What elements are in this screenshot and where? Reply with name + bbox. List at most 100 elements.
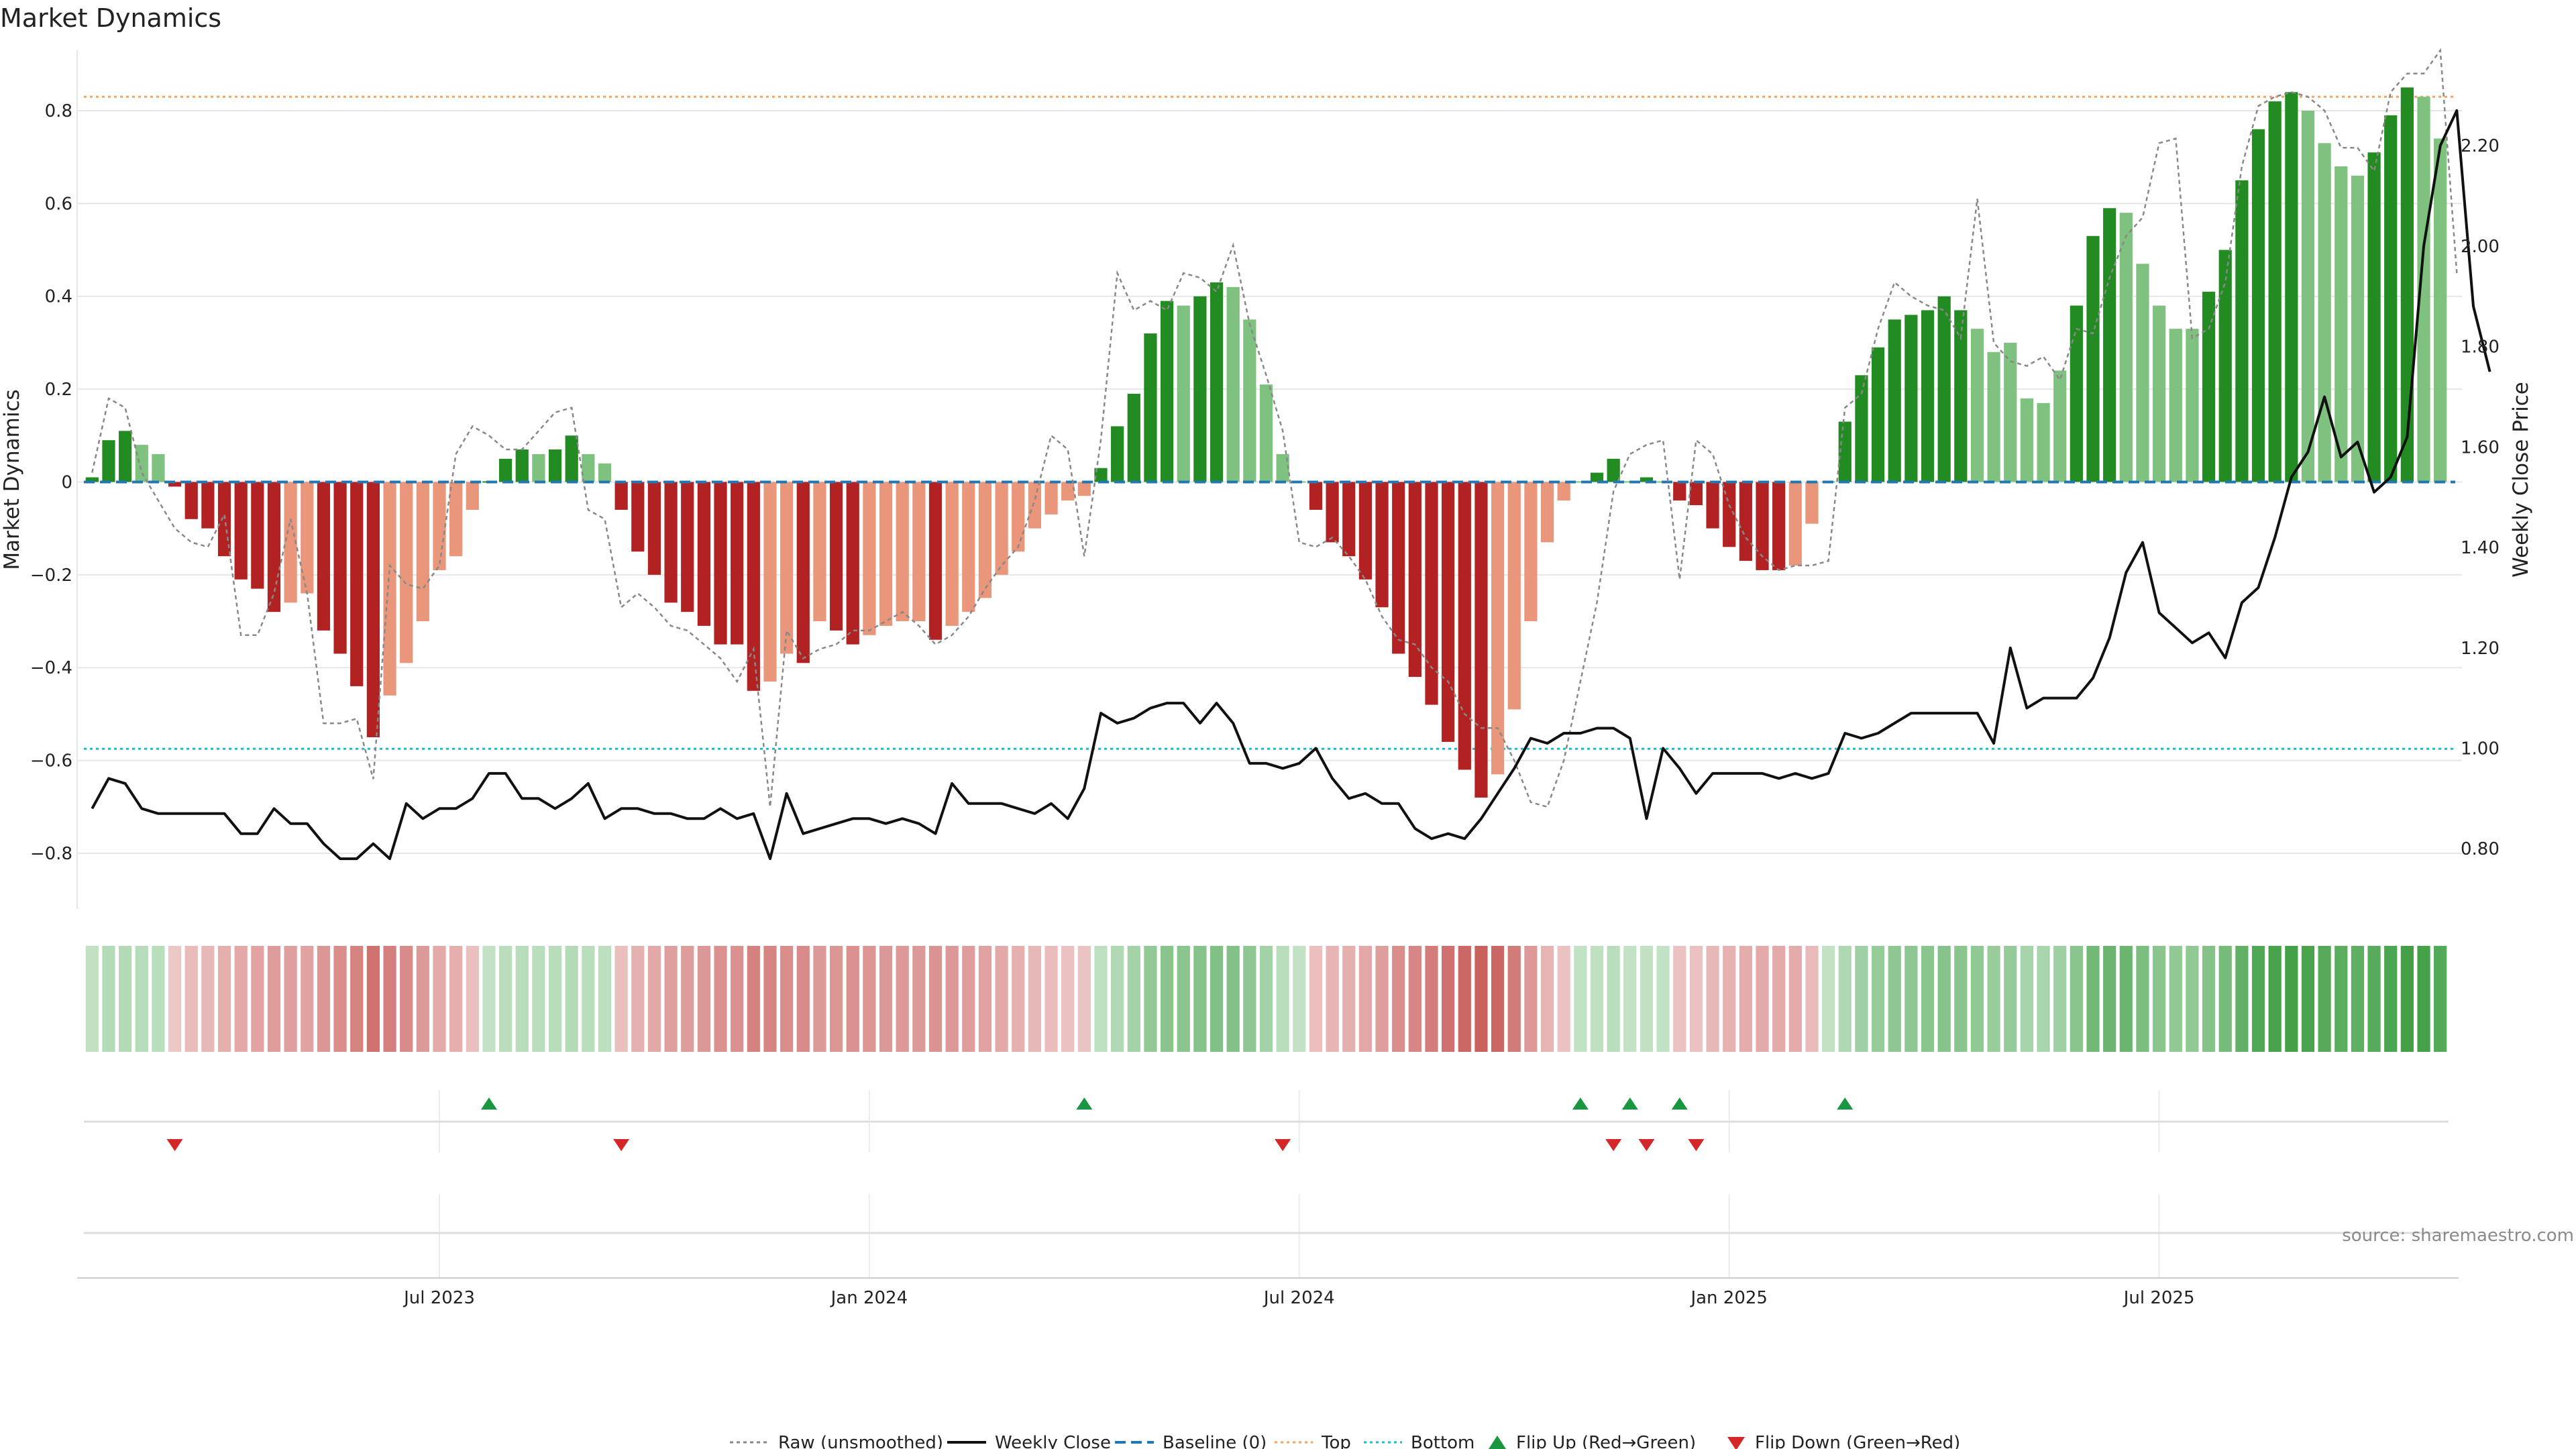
bar	[1425, 482, 1438, 705]
right-tick-label: 2.20	[2461, 136, 2500, 156]
bar	[1094, 468, 1108, 482]
heat-cell	[1623, 946, 1637, 1052]
heat-cell	[317, 946, 331, 1052]
heat-cell	[2301, 946, 2315, 1052]
heat-cell	[1077, 946, 1091, 1052]
bar	[1640, 477, 1654, 482]
heat-cell	[1458, 946, 1471, 1052]
bar	[1375, 482, 1389, 608]
bar	[416, 482, 429, 622]
bar	[2301, 110, 2315, 482]
heat-cell	[714, 946, 727, 1052]
bar	[333, 482, 347, 654]
x-tick-label: Jan 2025	[1689, 1288, 1768, 1308]
bar	[2053, 370, 2067, 482]
bar	[863, 482, 876, 635]
heat-cell	[1259, 946, 1273, 1052]
heat-cell	[962, 946, 975, 1052]
flip-up-marker	[1076, 1097, 1093, 1110]
bar	[1474, 482, 1488, 798]
bar	[1673, 482, 1686, 501]
heat-cell	[1772, 946, 1786, 1052]
left-axis-label: Market Dynamics	[0, 389, 24, 570]
bar	[1243, 319, 1256, 482]
bar	[2367, 152, 2381, 482]
bar	[1276, 453, 1289, 482]
bar	[2103, 208, 2116, 482]
heat-cell	[846, 946, 859, 1052]
bar	[731, 482, 744, 645]
bar	[763, 482, 777, 682]
heat-cell	[631, 946, 645, 1052]
bar	[2169, 329, 2182, 482]
heat-cell	[284, 946, 297, 1052]
heat-cell	[1276, 946, 1289, 1052]
heat-cell	[1342, 946, 1356, 1052]
heat-cell	[350, 946, 364, 1052]
bar	[1160, 301, 1174, 482]
bar	[2136, 264, 2149, 482]
heat-cell	[813, 946, 826, 1052]
heat-cell	[2367, 946, 2381, 1052]
heat-cell	[697, 946, 711, 1052]
heat-cell	[217, 946, 231, 1052]
bar	[2218, 250, 2232, 482]
heat-cell	[1987, 946, 2000, 1052]
heat-cell	[2086, 946, 2100, 1052]
regime-heat-strip	[85, 946, 2447, 1052]
bar	[350, 482, 364, 686]
heat-cell	[548, 946, 562, 1052]
heat-cell	[2417, 946, 2430, 1052]
heat-cell	[383, 946, 396, 1052]
bar	[1177, 305, 1190, 482]
right-tick-label: 1.60	[2461, 437, 2500, 458]
bar	[2434, 138, 2447, 482]
legend-raw-label: Raw (unsmoothed)	[778, 1433, 943, 1449]
flip-up-marker	[1837, 1097, 1854, 1110]
heat-cell	[1226, 946, 1240, 1052]
bar	[383, 482, 396, 696]
bar	[1524, 482, 1538, 622]
heat-cell	[1012, 946, 1025, 1052]
bar	[879, 482, 893, 626]
flip-down-marker	[613, 1139, 630, 1151]
bar	[780, 482, 794, 654]
chart-title: Market Dynamics	[0, 3, 221, 33]
heat-cell	[879, 946, 893, 1052]
heat-cell	[1028, 946, 1042, 1052]
bar	[2186, 329, 2199, 482]
heat-cell	[896, 946, 909, 1052]
bar	[1756, 482, 1769, 570]
heat-cell	[1094, 946, 1108, 1052]
flip-down-marker	[166, 1139, 183, 1151]
flip-down-marker	[1638, 1139, 1655, 1151]
bar	[614, 482, 628, 510]
bar	[366, 482, 380, 737]
bar	[1061, 482, 1075, 501]
heat-cell	[2318, 946, 2331, 1052]
heat-cell	[1788, 946, 1802, 1052]
bar	[1937, 296, 1951, 482]
heat-cell	[978, 946, 992, 1052]
bar	[102, 440, 115, 482]
bar	[2285, 92, 2298, 482]
heat-cell	[234, 946, 248, 1052]
heat-cell	[796, 946, 810, 1052]
heat-cell	[2400, 946, 2414, 1052]
heat-cell	[1871, 946, 1885, 1052]
left-tick-label: −0.8	[30, 844, 72, 864]
heat-cell	[366, 946, 380, 1052]
heat-cell	[582, 946, 595, 1052]
heat-cell	[2070, 946, 2083, 1052]
heat-cell	[1210, 946, 1224, 1052]
flip-markers	[166, 1097, 1854, 1151]
bar	[582, 453, 595, 482]
heat-cell	[1954, 946, 1968, 1052]
heat-cell	[1656, 946, 1670, 1052]
heat-cell	[1375, 946, 1389, 1052]
heat-cell	[1557, 946, 1570, 1052]
bar	[498, 458, 513, 482]
bar	[928, 482, 943, 640]
bar	[896, 482, 909, 622]
